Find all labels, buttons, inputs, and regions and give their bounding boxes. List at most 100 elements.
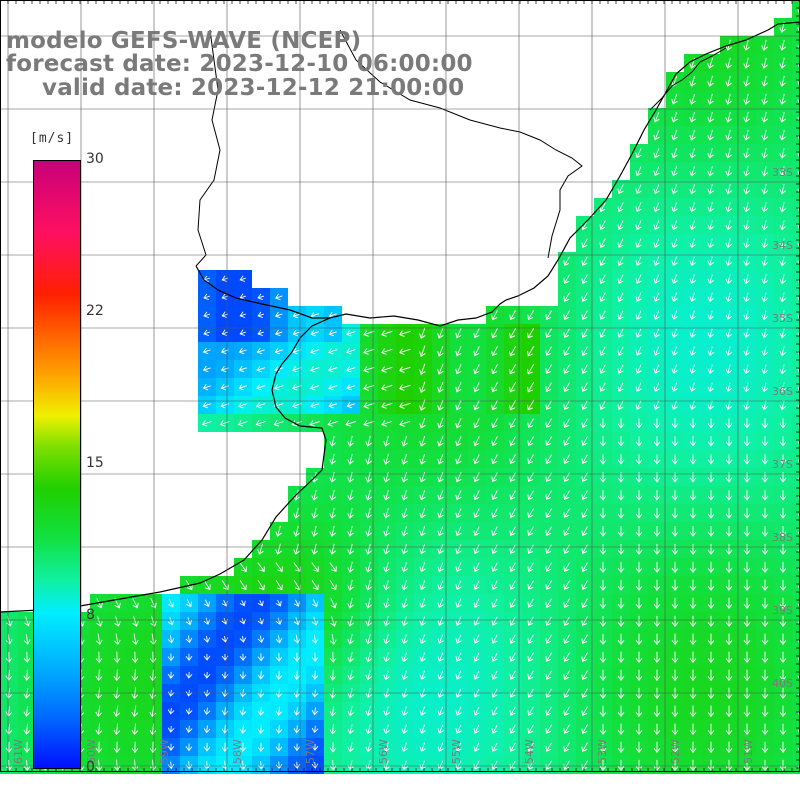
speed-cell (792, 540, 800, 558)
wind-arrow (743, 220, 750, 231)
wind-arrow (203, 311, 211, 319)
wind-arrow (599, 202, 606, 213)
wind-arrow (347, 652, 354, 663)
wind-arrow (743, 292, 751, 303)
wind-arrow (617, 597, 625, 609)
wind-arrow (671, 166, 678, 177)
speed-cell (792, 234, 800, 252)
wind-arrow (239, 671, 247, 680)
longitude-label: 58W (231, 739, 244, 764)
wind-arrow (635, 328, 642, 338)
wind-arrow (365, 706, 372, 717)
wind-arrow (761, 382, 769, 393)
wind-arrow (635, 418, 643, 429)
speed-cell (792, 288, 800, 306)
wind-arrow (185, 671, 193, 679)
wind-arrow (689, 238, 696, 249)
wind-arrow (617, 328, 624, 338)
wind-arrow (581, 418, 588, 428)
wind-arrow (617, 759, 625, 771)
wind-arrow (239, 329, 246, 336)
wind-arrow (545, 490, 552, 500)
wind-arrow (725, 705, 733, 718)
wind-arrow (563, 256, 570, 266)
wind-arrow (401, 453, 408, 465)
wind-arrow (455, 544, 462, 555)
wind-arrow (545, 364, 552, 375)
wind-arrow (419, 327, 426, 340)
wind-arrow (653, 328, 660, 338)
wind-arrow (149, 651, 157, 664)
wind-arrow (581, 508, 588, 518)
wind-arrow (419, 652, 426, 663)
wind-arrow (761, 220, 768, 231)
wind-arrow (689, 561, 697, 573)
speed-cell (792, 648, 800, 666)
wind-arrow (653, 454, 661, 465)
wind-arrow (255, 420, 266, 427)
wind-arrow (707, 579, 715, 591)
wind-arrow (419, 381, 426, 394)
speed-cell (792, 144, 800, 162)
wind-arrow (761, 579, 769, 591)
speed-cell (792, 36, 800, 54)
wind-arrow (401, 634, 408, 645)
wind-arrow (725, 202, 732, 213)
wind-arrow (779, 669, 787, 682)
wind-arrow (725, 328, 733, 339)
speed-cell (792, 630, 800, 648)
wind-arrow (329, 742, 337, 753)
wind-arrow (599, 436, 607, 447)
wind-arrow (563, 292, 570, 302)
wind-arrow (257, 543, 264, 555)
wind-arrow (527, 327, 535, 339)
wind-arrow (401, 435, 408, 447)
wind-arrow (149, 723, 157, 736)
speed-cell (792, 54, 800, 72)
wind-arrow (473, 490, 480, 501)
wind-arrow (527, 706, 534, 716)
wind-arrow (401, 742, 408, 753)
wind-arrow (545, 508, 552, 518)
wind-arrow (617, 292, 624, 302)
wind-arrow (743, 382, 751, 393)
wind-arrow (167, 616, 175, 626)
wind-arrow (185, 653, 193, 661)
wind-arrow (581, 310, 588, 320)
wind-arrow (455, 706, 462, 716)
speed-cell (792, 720, 800, 738)
wind-arrow (779, 292, 787, 303)
speed-cell (792, 72, 800, 90)
wind-arrow (437, 435, 444, 447)
wind-arrow (689, 543, 697, 555)
wind-arrow (329, 706, 337, 717)
wind-arrow (398, 366, 411, 373)
wind-arrow (365, 634, 372, 645)
wind-arrow (725, 579, 733, 591)
wind-arrow (473, 526, 480, 537)
wind-arrow (455, 508, 462, 519)
wind-arrow (779, 436, 787, 447)
wind-arrow (545, 328, 552, 339)
wind-arrow (311, 725, 319, 734)
wind-arrow (671, 346, 678, 357)
wind-arrow (509, 381, 517, 393)
wind-arrow (347, 435, 354, 447)
wind-arrow (635, 292, 642, 302)
wind-arrow (635, 274, 642, 284)
wind-arrow (257, 635, 265, 644)
wind-arrow (779, 93, 786, 105)
wind-arrow (383, 471, 390, 483)
wind-arrow (689, 364, 696, 375)
wind-arrow (437, 562, 444, 573)
wind-arrow (275, 617, 283, 626)
wind-arrow (725, 723, 733, 736)
wind-arrow (327, 420, 339, 427)
wind-arrow (238, 347, 247, 355)
wind-arrow (473, 454, 480, 465)
wind-arrow (671, 597, 679, 610)
wind-arrow (779, 274, 787, 285)
wind-arrow (725, 364, 733, 375)
wind-arrow (581, 490, 588, 500)
wind-arrow (257, 724, 265, 735)
